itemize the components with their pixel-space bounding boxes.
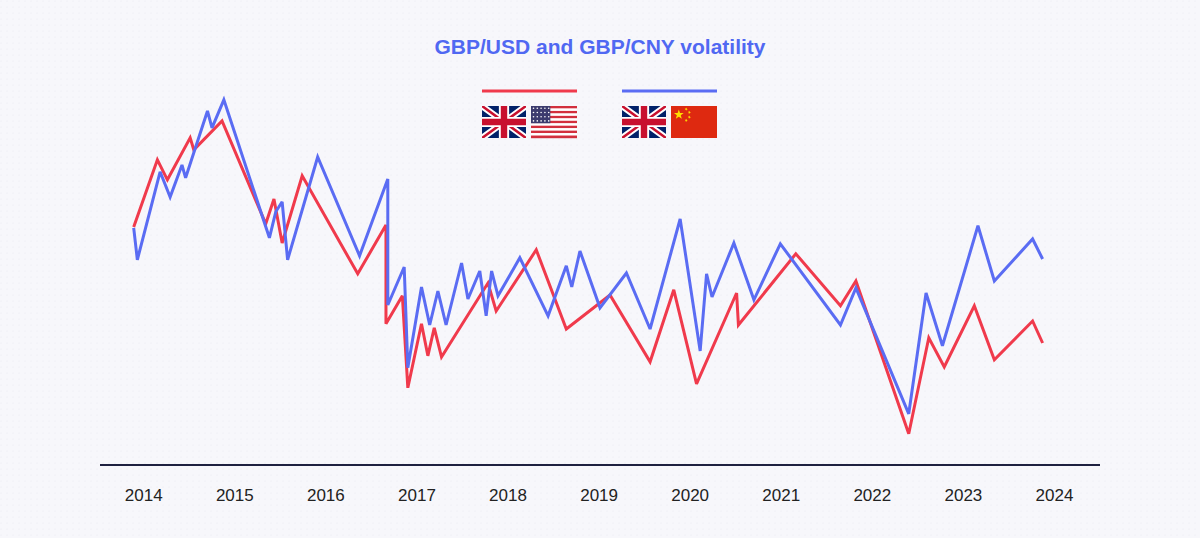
flag-bg xyxy=(482,106,526,138)
flag-star xyxy=(674,110,684,119)
flag-star xyxy=(688,116,691,119)
flag-star xyxy=(544,112,546,114)
legend-swatch xyxy=(482,90,577,93)
flag-star xyxy=(533,112,535,114)
flag-cross-red xyxy=(482,106,526,138)
x-tick-label: 2022 xyxy=(853,486,891,505)
background-dots xyxy=(0,0,1200,538)
flag-stripe xyxy=(531,136,577,139)
flag-stripe xyxy=(531,123,577,126)
flag-star xyxy=(533,120,535,122)
flag-bg xyxy=(622,106,666,138)
flag-cross xyxy=(622,106,666,138)
flag-stripe xyxy=(531,131,577,134)
flag-star xyxy=(544,116,546,118)
flag-star xyxy=(548,112,550,114)
flag-star xyxy=(688,111,691,114)
flag-star xyxy=(540,112,542,114)
flag-cn xyxy=(671,106,717,138)
x-tick-label: 2020 xyxy=(671,486,709,505)
flag-star xyxy=(533,108,535,110)
flag-us xyxy=(531,106,577,138)
flag-saltire xyxy=(622,106,666,138)
flag-star xyxy=(537,108,539,110)
x-tick-label: 2016 xyxy=(307,486,345,505)
legend-item xyxy=(482,91,577,138)
legend-item xyxy=(622,91,717,138)
flag-bg xyxy=(671,106,717,138)
flag-star xyxy=(533,116,535,118)
flag-star xyxy=(548,116,550,118)
flag-star xyxy=(540,116,542,118)
flag-stripe xyxy=(531,126,577,129)
x-tick-label: 2018 xyxy=(489,486,527,505)
chart: GBP/USD and GBP/CNY volatility 2014 2015 20… xyxy=(0,0,1200,538)
flag-star xyxy=(548,120,550,122)
x-tick-label: 2017 xyxy=(398,486,436,505)
flag-star xyxy=(544,120,546,122)
flag-saltire-red xyxy=(482,106,526,138)
flag-saltire-red xyxy=(622,106,666,138)
flag-star xyxy=(537,120,539,122)
flag-canton xyxy=(531,106,550,123)
x-tick-label: 2021 xyxy=(762,486,800,505)
title: GBP/USD and GBP/CNY volatility xyxy=(434,35,765,58)
x-tick-label: 2019 xyxy=(580,486,618,505)
series-line xyxy=(134,100,1043,414)
flag-star xyxy=(540,120,542,122)
flag-star xyxy=(685,119,688,122)
flag-cross xyxy=(482,106,526,138)
flag-star xyxy=(540,108,542,110)
x-tick-label: 2024 xyxy=(1036,486,1074,505)
flag-stripe xyxy=(531,133,577,136)
flag-star xyxy=(537,116,539,118)
x-tick-label: 2023 xyxy=(944,486,982,505)
legend-swatch xyxy=(622,90,717,93)
flag-uk xyxy=(622,106,666,138)
background xyxy=(0,0,1200,538)
plot-area xyxy=(134,100,1043,434)
x-axis-line xyxy=(100,464,1100,466)
legend xyxy=(482,91,717,138)
flag-uk xyxy=(482,106,526,138)
page: {"chart_data": { "type": "line", "title"… xyxy=(0,0,1200,538)
x-tick-label: 2014 xyxy=(125,486,163,505)
flag-star xyxy=(548,108,550,110)
flag-star xyxy=(544,108,546,110)
x-tick-label: 2015 xyxy=(216,486,254,505)
flag-stripe xyxy=(531,128,577,131)
flag-cross-red xyxy=(622,106,666,138)
flag-star xyxy=(685,108,688,111)
flag-star xyxy=(537,112,539,114)
flag-saltire xyxy=(482,106,526,138)
